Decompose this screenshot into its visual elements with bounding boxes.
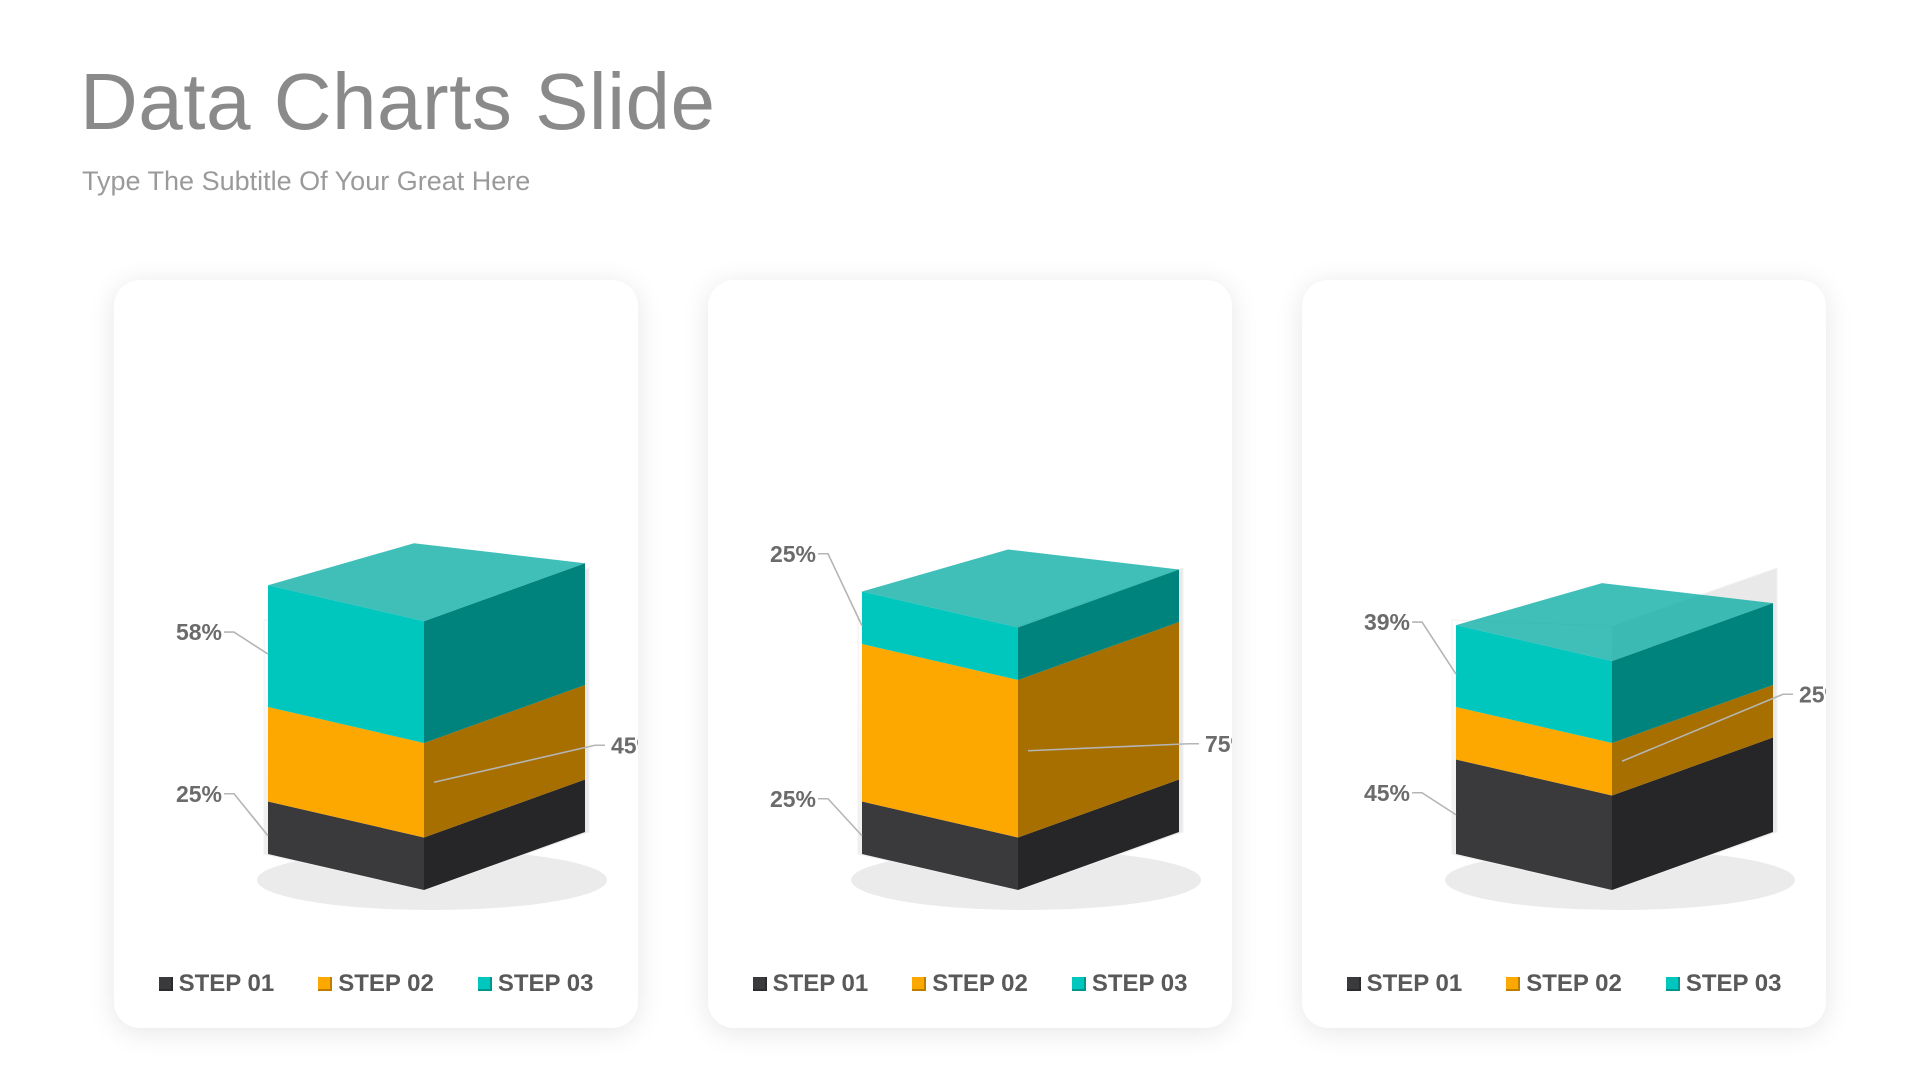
legend-label-step-02: STEP 02 [932, 970, 1028, 997]
bar-segment-step-03-front [268, 585, 424, 743]
leader-line-step-01 [1412, 791, 1457, 816]
bar-top-face [268, 543, 585, 622]
bar-segment-step-03-side [424, 563, 585, 743]
data-label-step-03: 39% [1364, 609, 1410, 635]
bar-segment-step-01-front [268, 801, 424, 890]
legend-label-step-02: STEP 02 [338, 970, 434, 997]
stacked-cylinder-chart-1: 25% 45% 58% [176, 543, 638, 910]
stacked-cylinder-chart-3: 45% 25% 39% [1364, 567, 1826, 910]
page-subtitle: Type The Subtitle Of Your Great Here [82, 166, 531, 196]
legend-label-step-03: STEP 03 [497, 970, 594, 997]
bar-segment-step-01-front [862, 801, 1018, 890]
bar-segment-step-02-front [862, 644, 1018, 838]
data-label-step-01: 45% [1364, 780, 1410, 806]
stacked-cylinder-chart-2: 25% 75% 25% [770, 541, 1232, 910]
bar-segment-step-02-front [268, 707, 424, 838]
chart-card-1: 25% 45% 58% STEP 01 STEP 02 STEP 03 [114, 280, 638, 1028]
bar-segment-step-01-side [424, 779, 585, 890]
legend-swatch-step-02 [1506, 977, 1521, 991]
leader-line-step-02 [433, 744, 605, 784]
legend-item-step-02: STEP 02 [1506, 970, 1622, 998]
bar-segment-step-02-side [1018, 622, 1179, 838]
legend-label-step-01: STEP 01 [772, 970, 869, 997]
legend-item-step-02: STEP 02 [912, 970, 1028, 998]
legend-item-step-03: STEP 03 [477, 970, 594, 998]
bar-top-face [862, 549, 1179, 628]
bar-segment-step-03-front [1456, 625, 1612, 743]
legend-swatch-step-03 [1665, 977, 1680, 991]
chart-card-2: 25% 75% 25% STEP 01 STEP 02 STEP 03 [708, 280, 1232, 1028]
chart-legend-2: STEP 01 STEP 02 STEP 03 [708, 970, 1232, 998]
leader-line-step-03 [818, 552, 863, 627]
bar-segment-step-03-side [1612, 603, 1773, 743]
legend-item-step-01: STEP 01 [158, 970, 275, 998]
legend-swatch-step-01 [752, 977, 767, 991]
leader-line-step-02 [1621, 693, 1793, 762]
legend-swatch-step-02 [318, 977, 333, 991]
legend-swatch-step-03 [1071, 977, 1086, 991]
leader-line-step-01 [818, 797, 863, 837]
legend-label-step-01: STEP 01 [1366, 970, 1463, 997]
legend-label-step-03: STEP 03 [1685, 970, 1782, 997]
data-label-step-02: 75% [1205, 731, 1232, 757]
legend-swatch-step-02 [912, 977, 927, 991]
legend-swatch-step-01 [1346, 977, 1361, 991]
bar-top-face [1456, 583, 1773, 662]
legend-label-step-03: STEP 03 [1091, 970, 1188, 997]
data-label-step-02: 45% [611, 732, 638, 758]
leader-line-step-03 [1412, 621, 1457, 675]
chart-card-3: 45% 25% 39% STEP 01 STEP 02 STEP 03 [1302, 280, 1826, 1028]
bar-segment-step-01-side [1018, 779, 1179, 890]
chart-legend-3: STEP 01 STEP 02 STEP 03 [1302, 970, 1826, 998]
bar-segment-step-01-front [1456, 759, 1612, 890]
legend-item-step-01: STEP 01 [1346, 970, 1463, 998]
legend-swatch-step-01 [158, 977, 173, 991]
legend-item-step-03: STEP 03 [1665, 970, 1782, 998]
legend-item-step-03: STEP 03 [1071, 970, 1188, 998]
data-label-step-03: 25% [770, 541, 816, 567]
legend-swatch-step-03 [477, 977, 492, 991]
page-title: Data Charts Slide [80, 57, 716, 146]
data-label-step-02: 25% [1799, 681, 1826, 707]
legend-item-step-01: STEP 01 [752, 970, 869, 998]
bar-segment-step-03-side [1018, 569, 1179, 680]
chart-legend-1: STEP 01 STEP 02 STEP 03 [114, 970, 638, 998]
bar-segment-step-03-front [862, 591, 1018, 680]
legend-item-step-02: STEP 02 [318, 970, 434, 998]
data-label-step-01: 25% [770, 786, 816, 812]
leader-line-step-02 [1027, 742, 1199, 752]
leader-line-step-03 [224, 631, 269, 655]
bar-segment-step-02-side [1612, 685, 1773, 796]
data-label-step-03: 58% [176, 619, 222, 645]
data-label-step-01: 25% [176, 781, 222, 807]
bar-segment-step-02-front [1456, 707, 1612, 796]
bar-segment-step-01-side [1612, 737, 1773, 890]
bar-segment-step-02-side [424, 685, 585, 838]
legend-label-step-01: STEP 01 [178, 970, 275, 997]
legend-label-step-02: STEP 02 [1526, 970, 1622, 997]
leader-line-step-01 [224, 792, 269, 837]
